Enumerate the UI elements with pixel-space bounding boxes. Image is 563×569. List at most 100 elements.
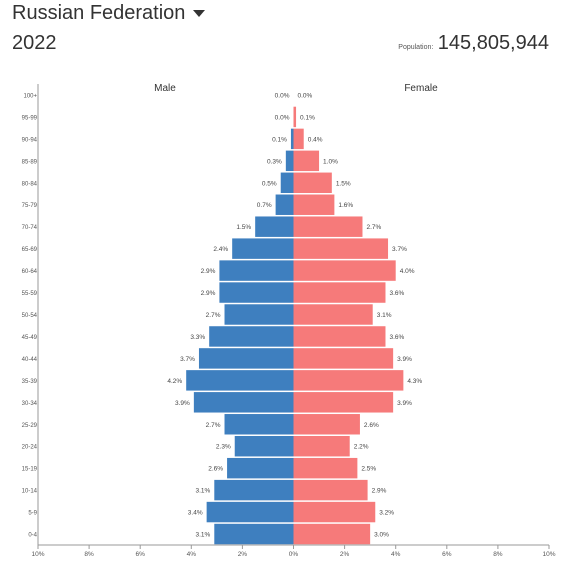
male-value-label: 3.1% — [195, 532, 210, 539]
female-bar — [293, 479, 368, 501]
female-bar — [293, 348, 394, 369]
x-tick-label: 0% — [289, 551, 299, 558]
female-bar — [293, 260, 396, 281]
male-value-label: 0.0% — [275, 92, 290, 99]
age-group-label: 35-39 — [22, 379, 38, 385]
male-value-label: 2.7% — [206, 422, 221, 429]
female-value-label: 1.0% — [323, 158, 338, 165]
age-group-label: 85-89 — [22, 159, 38, 165]
male-bar — [232, 238, 294, 259]
male-bar — [219, 260, 294, 281]
dropdown-caret-icon[interactable] — [193, 10, 206, 18]
age-group-label: 5-9 — [28, 511, 37, 517]
male-value-label: 2.7% — [206, 312, 221, 319]
male-value-label: 0.7% — [257, 202, 272, 209]
age-group-label: 65-69 — [22, 247, 38, 253]
male-bar — [275, 194, 294, 215]
male-value-label: 3.1% — [195, 488, 210, 495]
female-value-label: 3.6% — [389, 334, 404, 341]
female-bar — [293, 128, 304, 150]
female-value-label: 3.9% — [397, 400, 412, 407]
population-value: 145,805,944 — [437, 32, 549, 54]
male-value-label: 0.0% — [275, 114, 290, 121]
female-value-label: 0.0% — [298, 92, 313, 99]
year-label: 2022 — [12, 32, 57, 54]
male-bar — [206, 501, 294, 523]
male-value-label: 2.9% — [201, 290, 216, 297]
x-tick-label: 6% — [442, 551, 452, 558]
female-value-label: 3.0% — [374, 532, 389, 539]
female-value-label: 2.7% — [366, 224, 381, 231]
female-value-label: 2.9% — [372, 488, 387, 495]
female-value-label: 3.9% — [397, 356, 412, 363]
age-group-label: 45-49 — [22, 335, 38, 341]
population-display: Population: 145,805,944 — [398, 32, 549, 55]
female-value-label: 3.7% — [392, 246, 407, 253]
female-value-label: 1.6% — [338, 202, 353, 209]
age-group-label: 0-4 — [28, 533, 37, 539]
female-bar — [293, 523, 371, 545]
female-value-label: 3.6% — [389, 290, 404, 297]
age-group-label: 70-74 — [22, 225, 38, 231]
female-value-label: 0.1% — [300, 114, 315, 121]
age-group-label: 20-24 — [22, 445, 38, 451]
female-bar — [293, 326, 386, 347]
male-bar — [219, 282, 294, 303]
female-bar — [293, 414, 360, 435]
age-group-label: 10-14 — [22, 489, 38, 495]
male-bar — [290, 128, 294, 150]
male-bar — [214, 479, 294, 501]
female-bar — [293, 216, 363, 237]
male-value-label: 1.5% — [236, 224, 251, 231]
female-bar — [293, 150, 320, 172]
female-value-label: 4.3% — [407, 378, 422, 385]
female-value-label: 1.5% — [336, 180, 351, 187]
male-bar — [198, 348, 294, 369]
age-group-label: 40-44 — [22, 357, 38, 363]
x-tick-label: 8% — [493, 551, 503, 558]
x-tick-label: 6% — [135, 551, 145, 558]
female-bar — [293, 172, 332, 194]
female-value-label: 0.4% — [308, 136, 323, 143]
legend-female: Female — [404, 83, 438, 94]
female-bar — [293, 501, 376, 523]
population-label: Population: — [398, 44, 434, 51]
female-value-label: 2.5% — [361, 466, 376, 473]
male-bar — [214, 523, 294, 545]
male-value-label: 2.9% — [201, 268, 216, 275]
female-bar — [293, 304, 373, 325]
x-tick-label: 4% — [187, 551, 197, 558]
male-value-label: 0.5% — [262, 180, 277, 187]
country-name[interactable]: Russian Federation — [12, 2, 186, 24]
male-bar — [186, 370, 294, 391]
x-tick-label: 8% — [84, 551, 94, 558]
x-tick-label: 10% — [542, 551, 555, 558]
x-tick-label: 2% — [238, 551, 248, 558]
male-value-label: 2.4% — [213, 246, 228, 253]
age-group-label: 15-19 — [22, 467, 38, 473]
male-value-label: 0.1% — [272, 136, 287, 143]
country-selector[interactable]: Russian Federation — [12, 2, 206, 25]
male-value-label: 2.3% — [216, 444, 231, 451]
male-bar — [209, 326, 294, 347]
female-bar — [293, 238, 389, 259]
age-group-label: 100+ — [23, 93, 37, 99]
female-bar — [293, 370, 404, 391]
age-group-label: 95-99 — [22, 115, 38, 121]
x-tick-label: 4% — [391, 551, 401, 558]
male-value-label: 0.3% — [267, 158, 282, 165]
male-value-label: 3.4% — [188, 510, 203, 517]
male-bar — [227, 457, 294, 479]
female-bar — [293, 435, 350, 457]
female-value-label: 3.1% — [377, 312, 392, 319]
male-value-label: 3.7% — [180, 356, 195, 363]
male-bar — [255, 216, 294, 237]
female-value-label: 4.0% — [400, 268, 415, 275]
x-tick-label: 10% — [31, 551, 44, 558]
male-bar — [224, 414, 294, 435]
male-bar — [234, 435, 294, 457]
male-value-label: 2.6% — [208, 466, 223, 473]
female-value-label: 2.6% — [364, 422, 379, 429]
legend-male: Male — [154, 83, 176, 94]
